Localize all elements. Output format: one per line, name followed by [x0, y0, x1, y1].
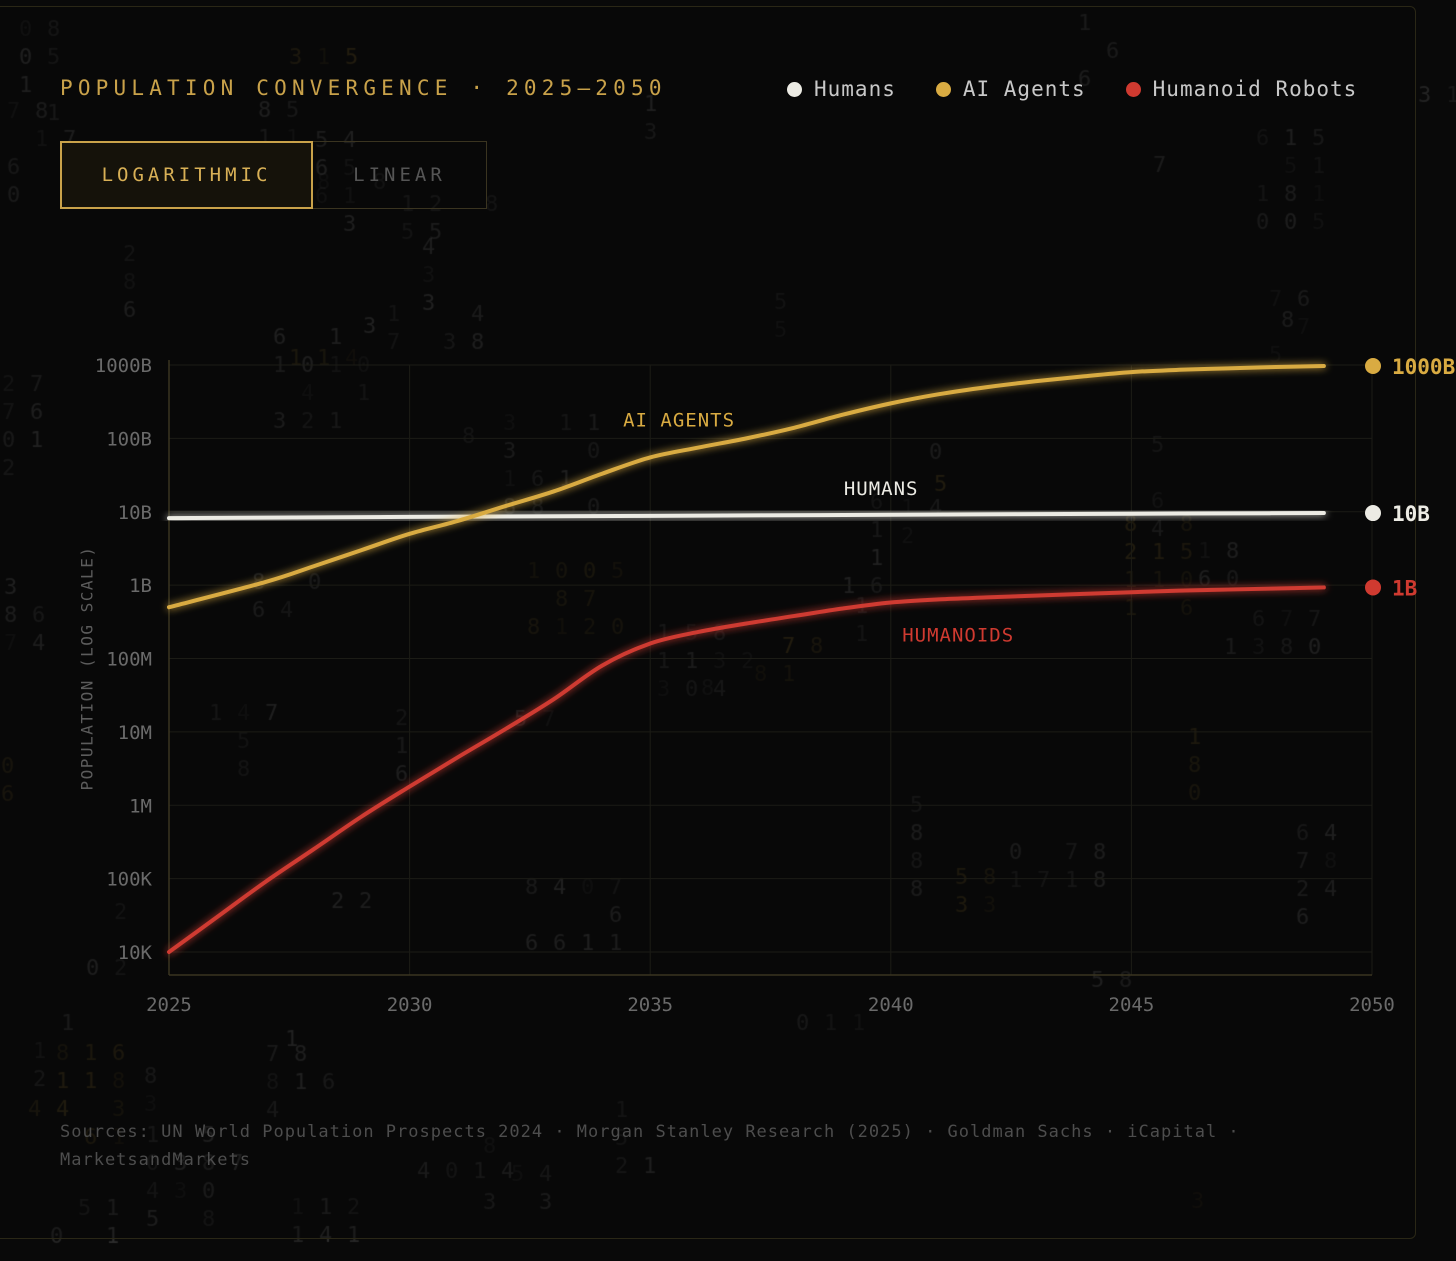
- end-marker-ai-agents: [1365, 357, 1381, 374]
- legend-label: Humanoid Robots: [1152, 77, 1358, 101]
- x-tick-label: 2025: [146, 994, 192, 1016]
- x-tick-label: 2035: [627, 994, 673, 1016]
- sources-note: Sources: UN World Population Prospects 2…: [60, 1122, 1240, 1170]
- legend-dot-icon: [1125, 81, 1141, 97]
- y-tick-label: 100K: [106, 869, 152, 891]
- y-tick-label: 100B: [106, 428, 152, 450]
- y-tick-label: 1000B: [95, 355, 152, 377]
- y-tick-label: 10M: [118, 722, 152, 744]
- series-labels: 10B HUMANS 1000B AI AGENTS 1B HUMANOIDS: [623, 355, 1455, 647]
- series-label-humans: HUMANS: [844, 478, 919, 500]
- logarithmic-button[interactable]: LOGARITHMIC: [60, 141, 313, 209]
- legend-label: Humans: [814, 77, 896, 101]
- x-tick-label: 2045: [1109, 994, 1155, 1016]
- series-label-humanoids: HUMANOIDS: [902, 625, 1014, 647]
- legend-label: AI Agents: [962, 77, 1086, 101]
- legend-dot-icon: [787, 81, 802, 97]
- legend: Humans AI Agents Humanoid Robots: [787, 77, 1397, 101]
- legend-item-ai-agents: AI Agents: [935, 77, 1086, 101]
- y-axis-title: POPULATION (LOG SCALE): [77, 545, 97, 791]
- legend-dot-icon: [935, 81, 951, 97]
- x-tick-label: 2050: [1349, 994, 1395, 1016]
- y-tick-label: 10B: [118, 502, 152, 524]
- legend-item-humans: Humans: [787, 77, 896, 101]
- y-tick-label: 1B: [129, 575, 152, 597]
- series-line-humans: [167, 511, 1326, 521]
- scale-toggle: LOGARITHMIC LINEAR: [60, 141, 487, 209]
- x-tick-label: 2040: [868, 994, 914, 1016]
- end-marker-humanoids: [1365, 579, 1381, 596]
- series-label-ai-agents: AI AGENTS: [623, 410, 735, 432]
- chart-title: POPULATION CONVERGENCE · 2025–2050: [60, 76, 667, 100]
- y-tick-label: 10K: [118, 942, 153, 964]
- chart-card: [0, 6, 1416, 1239]
- y-tick-label: 100M: [106, 649, 152, 671]
- axes: 1000B 100B 10B 1B 100M 10M 1M 100K 10K 2025 2030 20…: [95, 355, 1395, 1016]
- x-tick-label: 2030: [387, 994, 433, 1016]
- series-lines: [167, 363, 1326, 954]
- end-label-humans: 10B: [1392, 502, 1430, 526]
- linear-button[interactable]: LINEAR: [313, 141, 487, 209]
- grid: [168, 364, 1373, 975]
- end-label-ai-agents: 1000B: [1392, 355, 1455, 379]
- legend-item-humanoid-robots: Humanoid Robots: [1125, 77, 1358, 101]
- series-line-humanoids: [167, 585, 1326, 954]
- y-tick-label: 1M: [129, 795, 152, 817]
- end-marker-humans: [1365, 505, 1381, 522]
- series-line-ai-agents: [167, 363, 1326, 610]
- end-label-humanoids: 1B: [1392, 576, 1417, 600]
